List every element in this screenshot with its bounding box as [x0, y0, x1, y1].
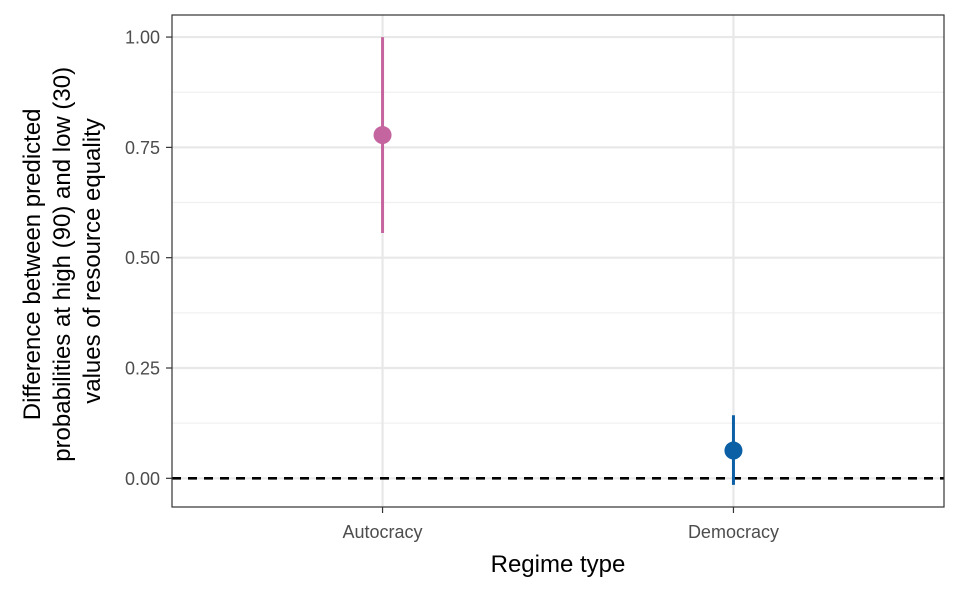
y-tick-label: 1.00 — [125, 28, 160, 48]
y-axis-title-line-3: values of resource equality — [79, 118, 106, 404]
plot-background — [172, 15, 944, 507]
x-tick-label: Autocracy — [343, 522, 423, 542]
y-axis-ticks: 0.00 0.25 0.50 0.75 1.00 — [125, 28, 172, 489]
y-tick-label: 0.50 — [125, 248, 160, 268]
plot-border — [171, 14, 945, 508]
y-tick-label: 0.75 — [125, 138, 160, 158]
grid-minor — [172, 91, 944, 424]
x-tick-label: Democracy — [688, 522, 779, 542]
y-tick-label: 0.25 — [125, 359, 160, 379]
y-axis-title-line-2: probabilities at high (90) and low (30) — [49, 67, 76, 462]
x-axis-title: Regime type — [491, 551, 626, 578]
x-axis-ticks: Autocracy Democracy — [343, 507, 779, 542]
point-estimate — [724, 441, 743, 460]
data-marks — [373, 37, 743, 485]
y-axis-title: Difference between predicted probabiliti… — [19, 60, 106, 462]
y-tick-label: 0.00 — [125, 469, 160, 489]
y-axis-title-line-1: Difference between predicted — [19, 108, 46, 420]
point-estimate — [373, 126, 392, 145]
